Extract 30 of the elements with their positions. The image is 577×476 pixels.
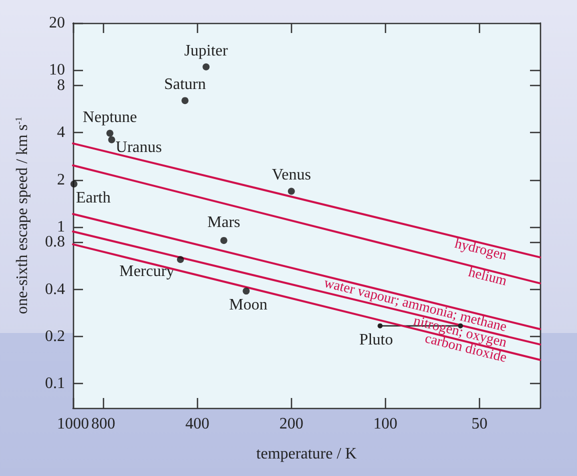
- x-tick-label: 1000: [57, 416, 89, 432]
- y-tick-label: 0.4: [45, 280, 65, 298]
- y-tick-label: 20: [49, 14, 65, 32]
- annotation: Saturn: [164, 76, 206, 94]
- annotation: Mars: [207, 214, 240, 231]
- x-axis-title: temperature / K: [256, 446, 358, 462]
- y-tick-label: 8: [57, 76, 65, 94]
- y-tick-label: 0.2: [45, 328, 65, 346]
- x-tick-label: 100: [373, 416, 398, 432]
- x-tick-label: 800: [91, 416, 116, 432]
- annotation: Earth: [76, 189, 111, 206]
- y-tick-label: 4: [57, 124, 65, 142]
- y-tick-label: 0.1: [45, 375, 65, 392]
- x-tick-label: 50: [471, 416, 488, 432]
- y-tick-label: 2: [57, 171, 65, 188]
- text: helium: [466, 265, 508, 290]
- text: hydrogen: [453, 236, 508, 264]
- y-axis-title: one-sixth escape speed / km s-1: [14, 116, 31, 314]
- annotation: Moon: [229, 296, 268, 314]
- y-tick-label: 10: [49, 62, 65, 79]
- annotation: Venus: [272, 166, 311, 184]
- x-tick-label: 400: [185, 416, 210, 432]
- annotation: Uranus: [116, 139, 162, 156]
- annotation: Pluto: [359, 331, 393, 348]
- x-tick-label: 200: [279, 416, 304, 432]
- annotation: Neptune: [82, 108, 137, 126]
- y-tick-label: 0.8: [45, 234, 65, 251]
- annotation: Jupiter: [184, 42, 229, 60]
- annotation: Mercury: [119, 263, 174, 280]
- y-tick-label: 1: [57, 218, 65, 236]
